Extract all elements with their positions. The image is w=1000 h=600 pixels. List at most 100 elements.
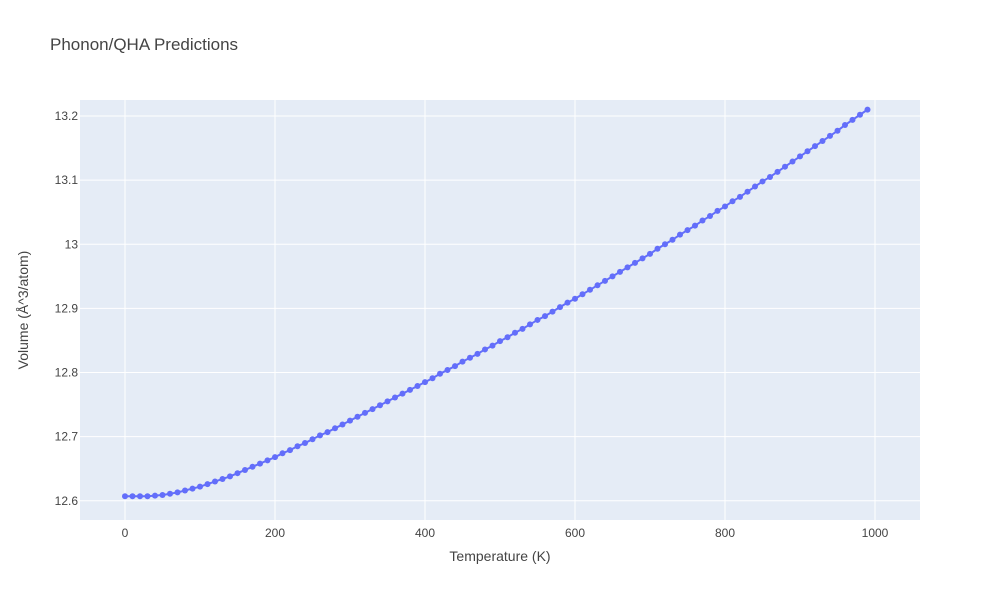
data-point[interactable] <box>564 299 571 306</box>
data-point[interactable] <box>287 447 293 454</box>
data-point[interactable] <box>137 493 143 500</box>
data-point[interactable] <box>317 432 323 439</box>
data-point[interactable] <box>542 313 548 320</box>
data-point[interactable] <box>572 295 578 302</box>
data-point[interactable] <box>669 236 676 243</box>
data-point[interactable] <box>722 203 728 210</box>
data-point[interactable] <box>512 329 518 336</box>
data-point[interactable] <box>264 457 271 464</box>
data-point[interactable] <box>219 475 226 482</box>
data-point[interactable] <box>774 168 781 175</box>
data-point[interactable] <box>399 390 406 397</box>
data-point[interactable] <box>362 409 368 416</box>
data-point[interactable] <box>339 421 346 428</box>
data-point[interactable] <box>752 183 758 190</box>
data-point[interactable] <box>377 402 383 409</box>
data-point[interactable] <box>354 413 361 420</box>
data-point[interactable] <box>819 138 826 145</box>
data-point[interactable] <box>849 116 856 123</box>
data-point[interactable] <box>144 493 151 500</box>
data-point[interactable] <box>519 325 526 332</box>
data-point[interactable] <box>294 443 301 450</box>
data-point[interactable] <box>302 440 308 447</box>
data-point[interactable] <box>557 304 563 311</box>
data-point[interactable] <box>812 143 818 150</box>
data-point[interactable] <box>744 188 751 195</box>
data-point[interactable] <box>594 282 601 289</box>
data-point[interactable] <box>249 463 256 470</box>
data-point[interactable] <box>729 198 736 205</box>
data-point[interactable] <box>804 148 811 155</box>
data-point[interactable] <box>227 473 233 480</box>
data-point[interactable] <box>789 158 796 165</box>
data-point[interactable] <box>159 491 166 498</box>
data-point[interactable] <box>489 342 496 349</box>
data-point[interactable] <box>699 217 706 224</box>
data-point[interactable] <box>504 334 511 341</box>
data-point[interactable] <box>122 493 128 500</box>
data-point[interactable] <box>182 487 188 494</box>
data-point[interactable] <box>129 493 136 500</box>
data-point[interactable] <box>782 163 788 170</box>
data-point[interactable] <box>369 406 376 413</box>
data-point[interactable] <box>714 207 721 214</box>
data-point[interactable] <box>347 417 353 424</box>
data-point[interactable] <box>527 321 533 328</box>
data-point[interactable] <box>632 259 638 266</box>
data-point[interactable] <box>602 277 608 284</box>
data-point[interactable] <box>617 268 623 275</box>
data-point[interactable] <box>474 350 481 357</box>
data-point[interactable] <box>797 153 803 160</box>
data-point[interactable] <box>662 241 668 248</box>
data-point[interactable] <box>324 429 331 436</box>
data-point[interactable] <box>452 363 458 370</box>
data-point[interactable] <box>407 386 413 393</box>
data-point[interactable] <box>534 316 541 323</box>
data-point[interactable] <box>279 450 286 457</box>
data-point[interactable] <box>392 394 398 401</box>
data-point[interactable] <box>692 222 698 229</box>
data-point[interactable] <box>707 213 713 220</box>
data-point[interactable] <box>174 489 181 496</box>
data-point[interactable] <box>437 370 443 377</box>
data-point[interactable] <box>482 346 488 353</box>
data-point[interactable] <box>624 264 631 271</box>
data-point[interactable] <box>834 127 841 134</box>
data-point[interactable] <box>864 106 871 113</box>
data-point[interactable] <box>497 338 503 345</box>
data-point[interactable] <box>332 425 338 432</box>
data-point[interactable] <box>197 483 203 490</box>
data-point[interactable] <box>647 250 653 257</box>
data-point[interactable] <box>234 470 241 477</box>
data-point[interactable] <box>857 111 863 118</box>
data-point[interactable] <box>204 481 211 488</box>
data-point[interactable] <box>309 436 316 443</box>
data-point[interactable] <box>167 490 173 497</box>
data-point[interactable] <box>759 178 766 185</box>
data-point[interactable] <box>737 193 743 200</box>
data-point[interactable] <box>767 173 773 180</box>
data-point[interactable] <box>684 227 691 234</box>
data-point[interactable] <box>467 354 473 361</box>
data-point[interactable] <box>827 132 833 139</box>
data-point[interactable] <box>257 460 263 467</box>
data-point[interactable] <box>414 382 421 389</box>
data-point[interactable] <box>422 379 428 386</box>
data-point[interactable] <box>639 255 646 262</box>
data-point[interactable] <box>654 245 661 252</box>
data-point[interactable] <box>384 398 391 405</box>
data-point[interactable] <box>242 466 248 473</box>
data-point[interactable] <box>842 122 848 129</box>
data-point[interactable] <box>212 478 218 485</box>
data-point[interactable] <box>677 231 683 238</box>
data-point[interactable] <box>189 485 196 492</box>
data-point[interactable] <box>579 291 586 298</box>
data-point[interactable] <box>429 375 436 382</box>
data-point[interactable] <box>152 492 158 499</box>
data-point[interactable] <box>272 454 278 461</box>
data-point[interactable] <box>459 358 466 365</box>
data-point[interactable] <box>609 273 616 280</box>
data-point[interactable] <box>549 308 556 315</box>
data-point[interactable] <box>587 286 593 293</box>
data-point[interactable] <box>444 366 451 373</box>
